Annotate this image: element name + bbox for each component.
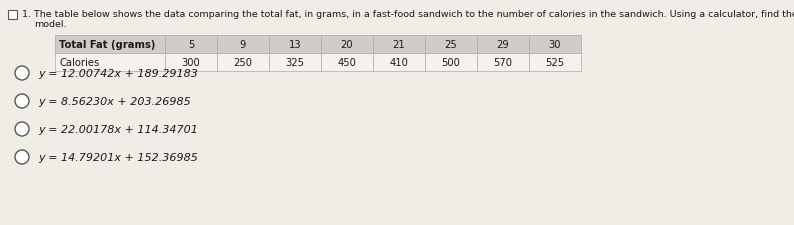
Bar (373, 54, 425, 72)
Text: y = 8.56230x + 203.26985: y = 8.56230x + 203.26985 (38, 97, 191, 106)
Bar (55, 36, 165, 54)
Text: 300: 300 (182, 58, 200, 68)
Text: 20: 20 (341, 40, 353, 50)
Circle shape (15, 67, 29, 81)
Bar (321, 36, 373, 54)
Text: 21: 21 (392, 40, 406, 50)
Text: y = 22.00178x + 114.34701: y = 22.00178x + 114.34701 (38, 124, 198, 134)
Text: y = 14.79201x + 152.36985: y = 14.79201x + 152.36985 (38, 152, 198, 162)
Circle shape (15, 122, 29, 136)
Bar (269, 36, 321, 54)
Bar (529, 54, 581, 72)
Bar (165, 36, 217, 54)
Bar (477, 36, 529, 54)
Text: model.: model. (34, 20, 67, 29)
Text: 29: 29 (496, 40, 510, 50)
Text: 570: 570 (494, 58, 512, 68)
Text: 9: 9 (240, 40, 246, 50)
Text: y = 12.00742x + 189.29183: y = 12.00742x + 189.29183 (38, 69, 198, 79)
FancyBboxPatch shape (8, 11, 17, 20)
Bar (477, 54, 529, 72)
Text: 325: 325 (286, 58, 305, 68)
Circle shape (15, 150, 29, 164)
Text: Calories: Calories (59, 58, 99, 68)
Bar (529, 36, 581, 54)
Text: 250: 250 (233, 58, 252, 68)
Bar (321, 54, 373, 72)
Bar (373, 36, 425, 54)
Text: 1. The table below shows the data comparing the total fat, in grams, in a fast-f: 1. The table below shows the data compar… (22, 10, 794, 19)
Bar (425, 54, 477, 72)
Bar (165, 54, 217, 72)
Text: 13: 13 (289, 40, 301, 50)
Text: 450: 450 (337, 58, 357, 68)
Bar (269, 54, 321, 72)
Text: 525: 525 (545, 58, 565, 68)
Bar (217, 36, 269, 54)
Bar (425, 36, 477, 54)
Text: 30: 30 (549, 40, 561, 50)
Bar (55, 54, 165, 72)
Text: 5: 5 (188, 40, 195, 50)
Text: 25: 25 (445, 40, 457, 50)
Circle shape (15, 94, 29, 108)
Text: 410: 410 (390, 58, 408, 68)
Bar (217, 54, 269, 72)
Text: Total Fat (grams): Total Fat (grams) (59, 40, 156, 50)
Text: 500: 500 (441, 58, 461, 68)
